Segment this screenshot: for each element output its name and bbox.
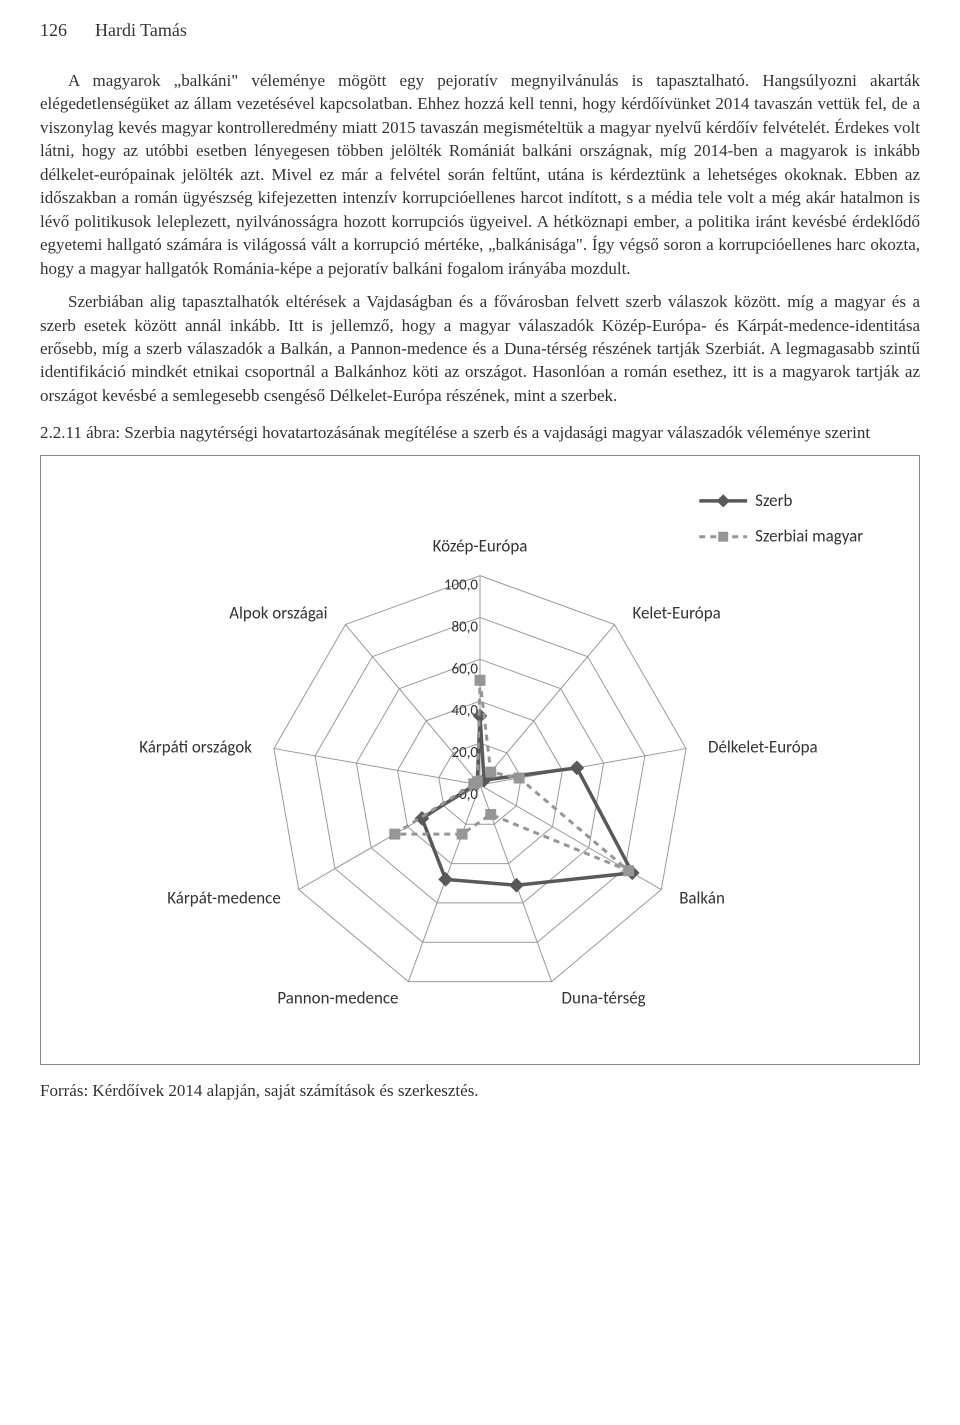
page-header: 126 Hardi Tamás — [40, 20, 920, 41]
svg-text:Balkán: Balkán — [679, 887, 725, 908]
body-paragraph-2: Szerbiában alig tapasztalhatók eltérések… — [40, 290, 920, 407]
svg-text:Szerbiai magyar: Szerbiai magyar — [755, 526, 863, 547]
radar-chart-container: 0,020,040,060,080,0100,0Közép-EurópaKele… — [40, 455, 920, 1065]
svg-text:Kárpáti országok: Kárpáti országok — [139, 736, 252, 757]
svg-text:Közép-Európa: Közép-Európa — [433, 535, 528, 556]
svg-text:60,0: 60,0 — [452, 660, 479, 678]
figure-caption: 2.2.11 ábra: Szerbia nagytérségi hovatar… — [40, 421, 920, 444]
body-text-2: Szerbiában alig tapasztalhatók eltérések… — [40, 292, 920, 405]
body-text-1: A magyarok „balkáni" véleménye mögött eg… — [40, 71, 920, 278]
svg-text:Kárpát-medence: Kárpát-medence — [167, 887, 281, 908]
page-number: 126 — [40, 20, 67, 41]
figure-source: Forrás: Kérdőívek 2014 alapján, saját sz… — [40, 1081, 920, 1101]
author-name: Hardi Tamás — [95, 20, 187, 41]
svg-text:80,0: 80,0 — [452, 618, 479, 636]
radar-chart: 0,020,040,060,080,0100,0Közép-EurópaKele… — [41, 456, 919, 1064]
svg-text:Kelet-Európa: Kelet-Európa — [632, 602, 720, 623]
svg-text:100,0: 100,0 — [444, 576, 478, 594]
svg-text:Alpok országai: Alpok országai — [229, 602, 327, 623]
svg-text:Pannon-medence: Pannon-medence — [277, 987, 398, 1008]
svg-text:20,0: 20,0 — [452, 744, 479, 762]
body-paragraph-1: A magyarok „balkáni" véleménye mögött eg… — [40, 69, 920, 280]
svg-text:Délkelet-Európa: Délkelet-Európa — [708, 736, 818, 757]
svg-text:Szerb: Szerb — [755, 490, 792, 511]
svg-text:Duna-térség: Duna-térség — [562, 987, 646, 1008]
